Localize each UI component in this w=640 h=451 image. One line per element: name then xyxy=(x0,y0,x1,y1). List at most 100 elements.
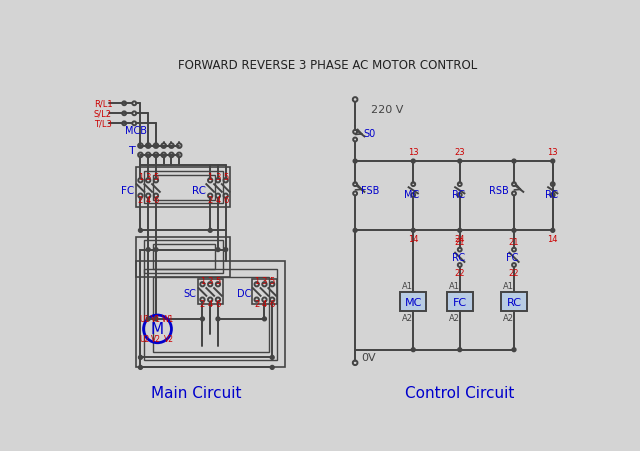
Circle shape xyxy=(412,348,415,352)
Text: 6: 6 xyxy=(153,196,159,205)
Text: 4: 4 xyxy=(262,299,267,308)
Text: 21: 21 xyxy=(509,238,519,247)
Circle shape xyxy=(512,348,516,352)
Circle shape xyxy=(224,248,228,252)
Text: 6: 6 xyxy=(269,299,275,308)
Text: FORWARD REVERSE 3 PHASE AC MOTOR CONTROL: FORWARD REVERSE 3 PHASE AC MOTOR CONTROL xyxy=(179,59,477,72)
Text: 22: 22 xyxy=(509,269,519,277)
Bar xyxy=(153,277,269,352)
Text: 5: 5 xyxy=(269,276,275,285)
Bar xyxy=(447,292,473,312)
Text: SC: SC xyxy=(184,289,196,299)
Text: S0: S0 xyxy=(364,128,376,138)
Text: RC: RC xyxy=(506,297,522,307)
Text: 4: 4 xyxy=(215,196,221,205)
Text: 5: 5 xyxy=(154,173,159,182)
Text: 13: 13 xyxy=(547,148,558,157)
Text: 4: 4 xyxy=(145,196,151,205)
Text: 1: 1 xyxy=(254,276,259,285)
Text: MC: MC xyxy=(404,297,422,307)
Text: A2: A2 xyxy=(503,313,514,322)
Text: A2: A2 xyxy=(403,313,413,322)
Text: V2: V2 xyxy=(164,335,174,344)
Text: 3: 3 xyxy=(145,173,151,182)
Text: 6: 6 xyxy=(223,196,228,205)
Circle shape xyxy=(512,160,516,164)
Text: Main Circuit: Main Circuit xyxy=(151,385,241,400)
Text: FC: FC xyxy=(506,253,518,262)
Text: 1: 1 xyxy=(207,173,213,182)
Text: DC: DC xyxy=(237,289,252,299)
Text: 2: 2 xyxy=(138,196,143,205)
Circle shape xyxy=(138,229,142,233)
Circle shape xyxy=(458,348,461,352)
Text: 2: 2 xyxy=(200,299,205,308)
Text: RC: RC xyxy=(452,253,465,262)
Bar xyxy=(153,175,215,200)
Circle shape xyxy=(154,317,158,321)
Text: 3: 3 xyxy=(262,276,267,285)
Text: T/L3: T/L3 xyxy=(94,120,112,129)
Text: FC: FC xyxy=(452,297,467,307)
Bar xyxy=(145,241,223,273)
Circle shape xyxy=(262,317,266,321)
Circle shape xyxy=(353,160,357,164)
Text: RC: RC xyxy=(545,190,558,200)
Text: 220 V: 220 V xyxy=(371,105,404,115)
Circle shape xyxy=(216,317,220,321)
Text: U1: U1 xyxy=(140,315,150,324)
Text: 5: 5 xyxy=(215,276,221,285)
Bar xyxy=(136,237,230,277)
Circle shape xyxy=(147,248,150,252)
Circle shape xyxy=(551,229,555,233)
Circle shape xyxy=(154,248,158,252)
Circle shape xyxy=(458,160,461,164)
Text: 0V: 0V xyxy=(362,353,376,363)
Text: 14: 14 xyxy=(408,234,419,243)
Text: MC: MC xyxy=(404,190,419,200)
Text: 2: 2 xyxy=(207,196,213,205)
Text: 3: 3 xyxy=(207,276,213,285)
Text: 2: 2 xyxy=(254,299,259,308)
Circle shape xyxy=(270,356,274,359)
Text: 3: 3 xyxy=(215,173,221,182)
Circle shape xyxy=(138,356,142,359)
Bar xyxy=(400,292,426,312)
Text: A1: A1 xyxy=(403,282,413,290)
Text: RC: RC xyxy=(191,185,205,195)
Text: V1: V1 xyxy=(151,315,161,324)
Circle shape xyxy=(412,160,415,164)
Circle shape xyxy=(147,317,150,321)
Circle shape xyxy=(512,229,516,233)
Text: R/L1: R/L1 xyxy=(94,100,113,109)
Bar xyxy=(145,172,223,204)
Text: 6: 6 xyxy=(215,299,221,308)
Circle shape xyxy=(551,160,555,164)
Text: 13: 13 xyxy=(408,148,419,157)
Text: T: T xyxy=(129,146,136,156)
Circle shape xyxy=(270,366,274,369)
Text: FSB: FSB xyxy=(362,186,380,196)
Text: S/L2: S/L2 xyxy=(94,110,112,119)
Text: W1: W1 xyxy=(161,315,173,324)
Circle shape xyxy=(353,229,357,233)
Text: U2: U2 xyxy=(140,335,150,344)
Text: 22: 22 xyxy=(454,269,465,277)
Bar xyxy=(153,244,215,269)
Text: 5: 5 xyxy=(223,173,228,182)
Text: 23: 23 xyxy=(454,148,465,157)
Bar xyxy=(136,262,285,368)
Text: 24: 24 xyxy=(454,234,465,243)
Bar xyxy=(136,168,230,208)
Text: RSB: RSB xyxy=(489,186,509,196)
Bar xyxy=(145,269,277,360)
Text: A1: A1 xyxy=(449,282,460,290)
Text: 1: 1 xyxy=(138,173,143,182)
Bar xyxy=(252,279,277,304)
Circle shape xyxy=(412,229,415,233)
Text: 1: 1 xyxy=(200,276,205,285)
Text: A1: A1 xyxy=(503,282,514,290)
Text: A2: A2 xyxy=(449,313,460,322)
Text: V2: V2 xyxy=(151,335,161,344)
Text: MCB: MCB xyxy=(125,126,147,136)
